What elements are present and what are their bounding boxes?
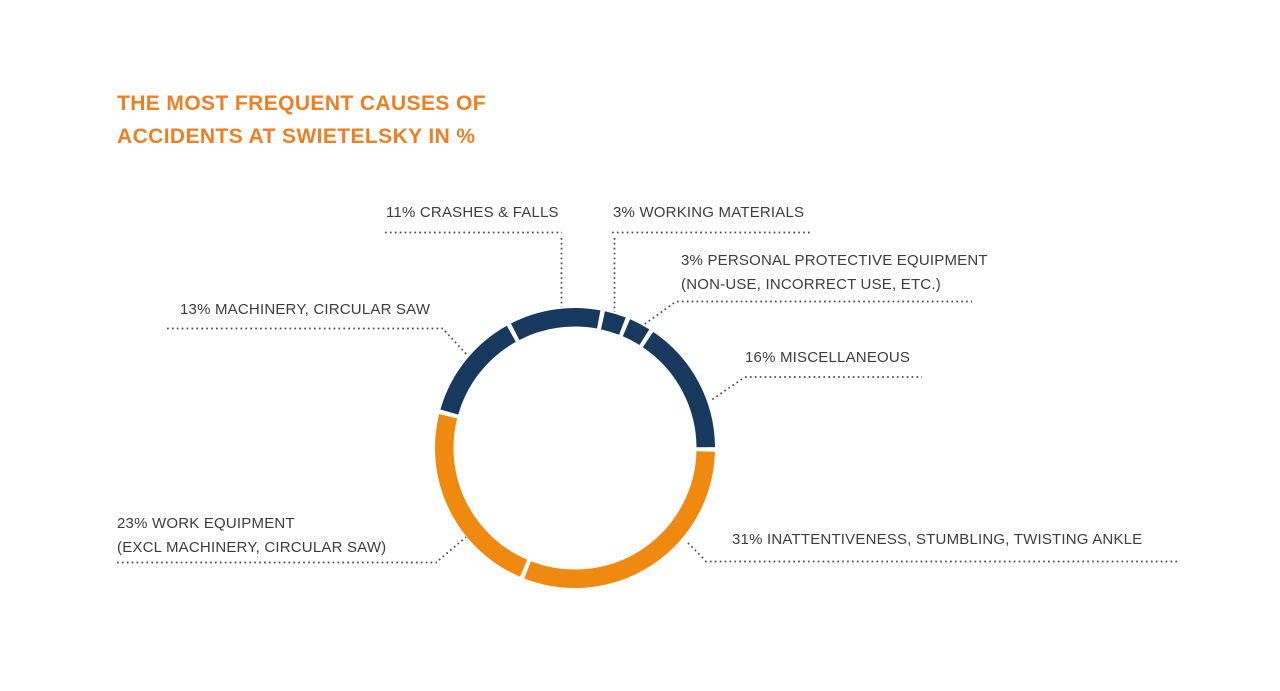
donut-segment-3-3pct bbox=[600, 311, 626, 335]
callout-text-line2: (NON-USE, INCORRECT USE, ETC.) bbox=[681, 276, 941, 293]
callout-label-crashes-falls: 11% CRASHES & FALLS bbox=[386, 204, 559, 221]
dotted-leader-protective-equipment bbox=[641, 302, 675, 327]
callout-label-machinery: 13% MACHINERY, CIRCULAR SAW bbox=[180, 301, 430, 318]
dotted-leader-inattentiveness bbox=[685, 540, 704, 559]
donut-segment-6-31pct bbox=[524, 451, 715, 588]
callout-label-protective-equipment: 3% PERSONAL PROTECTIVE EQUIPMENT (NON-US… bbox=[681, 249, 988, 297]
callout-label-work-equipment: 23% WORK EQUIPMENT (EXCL MACHINERY, CIRC… bbox=[117, 512, 386, 560]
callout-text: 3% WORKING MATERIALS bbox=[613, 204, 805, 221]
dotted-leader-work-equipment bbox=[438, 536, 467, 561]
callout-label-miscellaneous: 16% MISCELLANEOUS bbox=[745, 349, 910, 366]
callout-label-inattentiveness: 31% INATTENTIVENESS, STUMBLING, TWISTING… bbox=[732, 531, 1142, 548]
donut-segment-5-16pct bbox=[642, 331, 715, 448]
callout-text: 13% MACHINERY, CIRCULAR SAW bbox=[180, 301, 431, 318]
callout-text: 11% CRASHES & FALLS bbox=[386, 204, 559, 221]
callout-text-line1: 23% WORK EQUIPMENT bbox=[117, 515, 295, 532]
donut-segment-2-11pct bbox=[510, 308, 601, 341]
callout-text-line1: 3% PERSONAL PROTECTIVE EQUIPMENT bbox=[681, 252, 988, 269]
callout-text: 31% INATTENTIVENESS, STUMBLING, TWISTING… bbox=[732, 531, 1143, 548]
donut-segment-4-3pct bbox=[622, 319, 650, 346]
chart-title: THE MOST FREQUENT CAUSES OF ACCIDENTS AT… bbox=[117, 87, 486, 153]
dotted-leader-machinery bbox=[444, 330, 469, 357]
chart-title-line1: THE MOST FREQUENT CAUSES OF bbox=[117, 92, 486, 115]
dotted-leader-miscellaneous bbox=[709, 378, 743, 402]
callout-text-line2: (EXCL MACHINERY, CIRCULAR SAW) bbox=[117, 539, 387, 556]
donut-segment-7-23pct bbox=[435, 414, 528, 577]
callout-text: 16% MISCELLANEOUS bbox=[745, 349, 911, 366]
donut-segment-1-13pct bbox=[440, 325, 517, 415]
chart-title-line2: ACCIDENTS AT SWIETELSKY IN % bbox=[117, 125, 476, 148]
callout-label-working-materials: 3% WORKING MATERIALS bbox=[613, 204, 804, 221]
